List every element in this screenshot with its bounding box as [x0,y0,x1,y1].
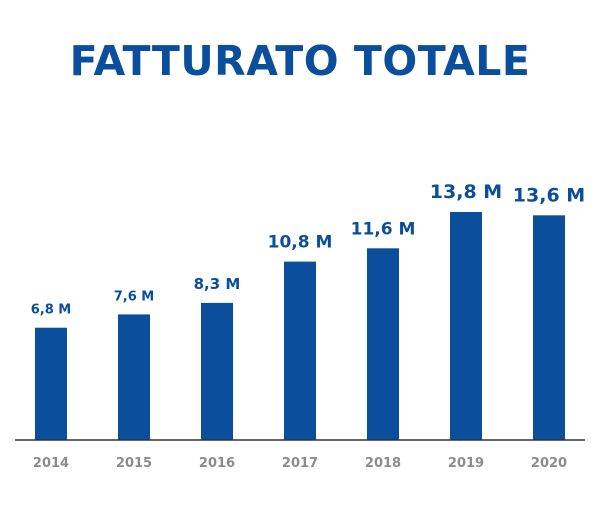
bar-2016 [201,302,233,440]
bar-2018 [367,248,399,440]
value-label-2020: 13,6 M [513,184,585,206]
x-tick-labels-group: 2014 2015 2016 2017 2018 2019 2020 [33,456,567,471]
x-tick-label-2014: 2014 [33,456,69,471]
x-tick-label-2018: 2018 [365,456,401,471]
x-tick-label-2016: 2016 [199,456,235,471]
bar-2019 [450,212,482,440]
bar-2014 [35,327,67,440]
x-tick-label-2019: 2019 [448,456,484,471]
value-label-2015: 7,6 M [114,289,155,304]
bar-2017 [284,261,316,440]
bar-2020 [533,215,565,440]
value-label-2014: 6,8 M [31,303,72,318]
x-tick-label-2020: 2020 [531,456,567,471]
value-label-2017: 10,8 M [268,233,333,253]
x-tick-label-2017: 2017 [282,456,318,471]
value-label-2016: 8,3 M [194,275,241,293]
value-labels-group: 6,8 M 7,6 M 8,3 M 10,8 M 11,6 M 13,8 M 13,6 M [31,181,585,318]
value-label-2019: 13,8 M [430,181,502,203]
x-tick-label-2015: 2015 [116,456,152,471]
chart-title: FATTURATO TOTALE [69,37,531,85]
bars-group [35,212,565,440]
value-label-2018: 11,6 M [351,219,416,239]
bar-2015 [118,314,150,440]
